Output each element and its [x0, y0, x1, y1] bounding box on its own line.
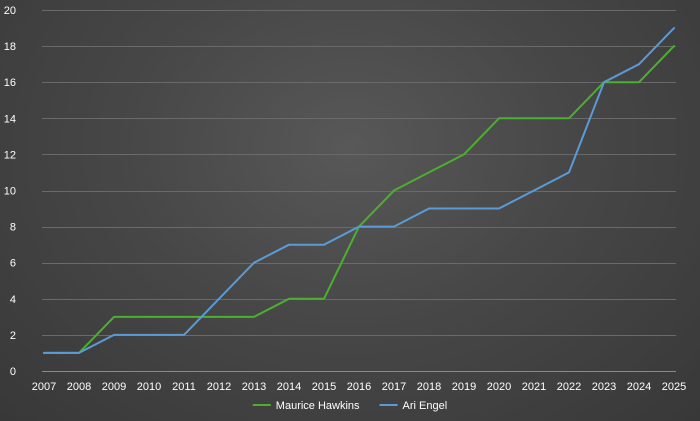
y-tick-label: 20	[4, 5, 16, 17]
y-tick-label: 18	[4, 41, 16, 53]
y-tick-label: 16	[4, 77, 16, 89]
series-lines	[43, 27, 675, 354]
y-tick-label: 6	[10, 258, 16, 270]
x-tick-label: 2025	[662, 381, 686, 393]
y-axis: 0 2 4 6 8 10 12 14 16 18 20	[4, 5, 16, 378]
x-tick-label: 2008	[67, 381, 91, 393]
x-tick-label: 2007	[32, 381, 56, 393]
x-tick-label: 2019	[452, 381, 476, 393]
legend-label-ari-engel: Ari Engel	[403, 400, 448, 412]
x-axis: 2007 2008 2009 2010 2011 2012 2013 2014 2015 2016…	[32, 381, 686, 393]
x-tick-label: 2009	[102, 381, 126, 393]
x-tick-label: 2021	[522, 381, 546, 393]
series-line-ari-engel	[43, 27, 675, 354]
y-tick-label: 2	[10, 330, 16, 342]
x-tick-label: 2024	[627, 381, 651, 393]
x-tick-label: 2013	[242, 381, 266, 393]
x-tick-label: 2022	[557, 381, 581, 393]
x-tick-label: 2020	[487, 381, 511, 393]
legend: Maurice Hawkins Ari Engel	[252, 400, 448, 412]
x-tick-label: 2011	[172, 381, 196, 393]
x-tick-label: 2017	[382, 381, 406, 393]
y-tick-label: 12	[4, 149, 16, 161]
x-tick-label: 2012	[207, 381, 231, 393]
x-tick-label: 2016	[347, 381, 371, 393]
x-tick-label: 2018	[417, 381, 441, 393]
y-tick-label: 0	[10, 366, 16, 378]
x-tick-label: 2023	[592, 381, 616, 393]
y-tick-label: 8	[10, 222, 16, 234]
y-tick-label: 4	[10, 294, 16, 306]
series-line-maurice-hawkins	[43, 45, 675, 354]
x-tick-label: 2014	[277, 381, 301, 393]
x-tick-label: 2010	[137, 381, 161, 393]
y-tick-label: 10	[4, 186, 16, 198]
x-tick-label: 2015	[312, 381, 336, 393]
y-tick-label: 14	[4, 113, 16, 125]
legend-label-maurice-hawkins: Maurice Hawkins	[276, 400, 360, 412]
